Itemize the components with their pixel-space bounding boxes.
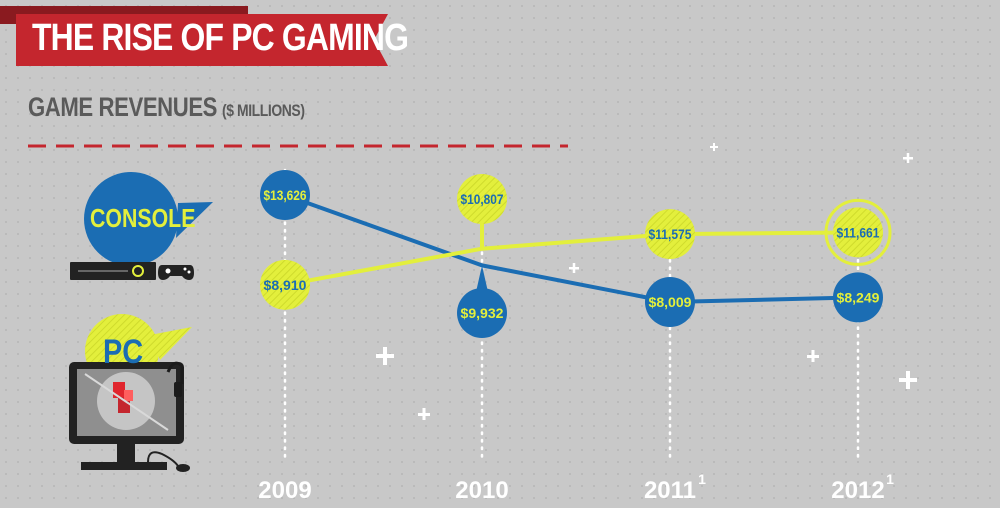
console-label: CONSOLE (90, 203, 196, 233)
gamepad-button (165, 268, 171, 274)
series-lines (284, 193, 859, 304)
plus-icon (899, 371, 917, 389)
x-tick-label-2012: 2012 (831, 477, 884, 504)
chart-subtitle: GAME REVENUES ($ MILLIONS) (28, 92, 305, 123)
monitor-neck (117, 444, 135, 464)
pc-monitor-icon (69, 361, 190, 472)
pc-point-2012 (833, 207, 883, 258)
console-unit-stripe (78, 270, 128, 272)
screen-glare (84, 373, 169, 431)
plus-icon (418, 408, 430, 420)
pc-value-label-2009: $8,910 (264, 277, 307, 293)
console-point-2010 (457, 288, 507, 338)
console-point-2011 (645, 277, 695, 327)
series-points: $13,626 $9,932 $8,009 $8,249 $8,910 $10,807 $1… (260, 170, 892, 338)
decorative-plus-marks (376, 143, 917, 420)
pc-label: PC (103, 333, 144, 371)
console-bubble-circle (84, 172, 178, 266)
x-tick-label-2010: 2010 (455, 477, 508, 504)
x-tick-label-2011: 2011 (644, 477, 696, 504)
console-value-label-2010: $9,932 (461, 305, 504, 321)
pc-bubble-tail (150, 327, 192, 360)
pc-value-label-2010: $10,807 (461, 191, 504, 207)
plus-icon (569, 263, 579, 273)
banner-ribbon (16, 14, 388, 66)
console-2010-pointer (476, 265, 488, 292)
plus-icon (710, 143, 718, 151)
plus-icon (376, 347, 394, 365)
game-logo-block (124, 390, 133, 401)
title-banner (0, 6, 388, 66)
console-value-label-2009: $13,626 (264, 187, 307, 203)
x-tick-label-2009: 2009 (258, 477, 311, 504)
console-point-2009 (260, 170, 310, 220)
console-bubble (84, 172, 213, 266)
console-value-label-2012: $8,249 (837, 289, 880, 305)
page-title: THE RISE OF PC GAMING (32, 17, 409, 59)
pc-point-2011 (645, 209, 695, 260)
mouse-icon (176, 464, 190, 472)
subtitle-text: GAME REVENUES (28, 92, 218, 122)
x-tick-footnote-2012: 1 (886, 471, 894, 487)
game-console-icon (70, 262, 194, 280)
headphones-icon (166, 361, 184, 384)
pc-2012-highlight-ring (824, 198, 892, 266)
console-value-label-2011: $8,009 (649, 294, 692, 310)
console-bubble-tail (176, 202, 213, 238)
pc-point-2009 (260, 259, 310, 310)
console-series-line (284, 193, 859, 304)
gamepad-button (183, 267, 187, 271)
plus-icon (903, 153, 913, 163)
mouse-cable (147, 451, 179, 467)
x-tick-footnote-2011: 1 (698, 471, 706, 487)
guide-lines (283, 168, 860, 464)
pc-value-label-2011: $11,575 (649, 226, 692, 242)
monitor-stand (81, 462, 167, 470)
game-logo-block (113, 382, 125, 398)
pc-series-line (284, 230, 859, 287)
pc-value-label-2012: $11,661 (837, 224, 880, 240)
headphone-cup (174, 382, 182, 397)
gamepad-button (187, 270, 191, 274)
subtitle-unit: ($ MILLIONS) (221, 101, 305, 120)
console-point-2012 (833, 272, 883, 323)
plus-icon (807, 350, 819, 362)
x-axis: 2009 2010 2011 1 2012 1 (258, 471, 894, 504)
console-unit-ring (132, 265, 144, 277)
pc-point-2010 (457, 174, 507, 224)
